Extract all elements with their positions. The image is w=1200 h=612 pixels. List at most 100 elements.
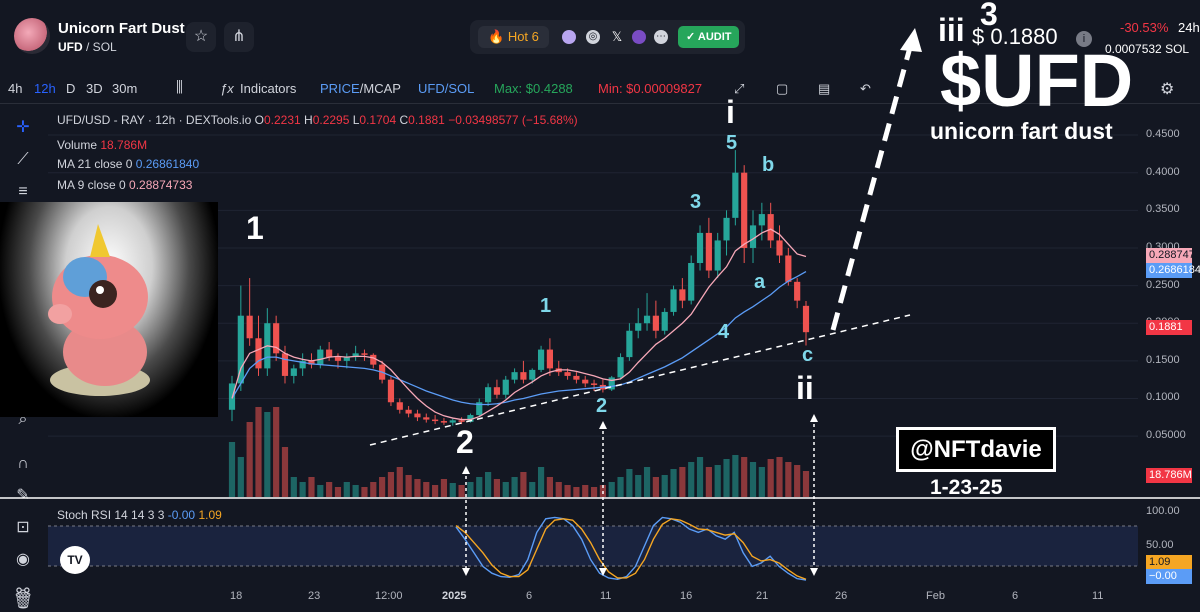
indicators-button[interactable]: Indicators: [240, 81, 297, 96]
volume-bar: [529, 482, 536, 497]
volume-bar: [767, 459, 774, 497]
indicators-icon[interactable]: ƒx: [220, 81, 234, 96]
time-tick-label: 21: [756, 590, 769, 602]
candle-body: [405, 409, 412, 414]
time-tick-label: 16: [680, 590, 693, 602]
audit-badge[interactable]: ✓ AUDIT: [678, 26, 740, 48]
link-icon[interactable]: ⚯: [16, 583, 30, 600]
volume-bar: [476, 477, 483, 497]
time-tick-label: 6: [1012, 590, 1019, 602]
globe-icon[interactable]: ◎: [586, 30, 600, 44]
price-tick-label: 0.1500: [1146, 353, 1180, 366]
tradingview-logo[interactable]: TV: [60, 546, 90, 574]
trash-icon[interactable]: 🗑: [13, 593, 34, 610]
candle-body: [802, 305, 810, 333]
eye-icon[interactable]: ◉: [16, 551, 30, 568]
wave-2-major: 2: [456, 424, 474, 460]
candle-body: [458, 420, 465, 422]
candle-body: [343, 357, 350, 361]
candle-body: [776, 240, 783, 256]
volume-bar: [626, 469, 633, 497]
candle-body: [299, 360, 306, 369]
volume-bar: [741, 457, 748, 497]
pair-toggle[interactable]: UFD/SOL: [418, 81, 475, 96]
candle-body: [767, 214, 774, 241]
volume-bar: [802, 471, 810, 497]
wave-iii: iii: [938, 12, 965, 48]
favorite-star-button[interactable]: ☆: [186, 22, 216, 52]
undo-icon[interactable]: ↶: [860, 81, 871, 96]
camera-icon[interactable]: ▢: [776, 81, 789, 96]
settings-gear-icon[interactable]: ⚙: [1160, 81, 1175, 98]
author-handle: @NFTdavie: [896, 427, 1056, 472]
price-sol-value: 0.0007532: [1105, 42, 1162, 56]
horizontal-lines-icon[interactable]: ≡: [18, 183, 28, 200]
ticker-overlay: $UFD: [940, 39, 1134, 122]
volume-bar: [405, 475, 412, 497]
candle-body: [705, 232, 712, 271]
volume-bar: [696, 457, 704, 497]
time-tick-label: 12:00: [375, 590, 403, 602]
min-price: Min: $0.00009827: [598, 81, 703, 96]
arrow-2b-up: [599, 421, 607, 429]
candle-body: [732, 172, 739, 218]
price-mcap-toggle[interactable]: PRICE/MCAP: [320, 81, 401, 96]
wave-c: c: [802, 344, 814, 366]
drawing-toolbar: ✛ ⟋ ≡ ⌕ ∩ ✎ ⊡ ◉ ⚯ 🗑: [0, 104, 46, 610]
volume-bar: [608, 482, 615, 497]
crosshair-icon[interactable]: ✛: [16, 119, 30, 136]
volume-bar: [361, 487, 368, 497]
candle-body: [696, 232, 704, 264]
timeframe-d[interactable]: D: [66, 81, 76, 96]
timeframe-30m[interactable]: 30m: [112, 81, 138, 96]
volume-bar: [520, 472, 527, 497]
wave-3-minor: 3: [690, 191, 702, 213]
volume-label: Volume: [57, 138, 98, 152]
volume-bar: [352, 485, 359, 497]
x-twitter-icon[interactable]: 𝕏: [611, 29, 623, 44]
token-pair: UFD / SOL: [58, 40, 117, 54]
ma21-value: 0.26861840: [135, 157, 200, 171]
compare-icon[interactable]: ▤: [818, 81, 831, 96]
candle-body: [608, 377, 615, 390]
timeframe-4h[interactable]: 4h: [8, 81, 23, 96]
info-icon[interactable]: i: [1076, 31, 1092, 47]
share-button[interactable]: ⋔: [224, 22, 254, 52]
volume-bar: [511, 477, 518, 497]
wave-i: i: [726, 94, 735, 130]
volume-bar: [590, 487, 598, 497]
candle-body: [529, 369, 536, 380]
volume-bar: [582, 485, 589, 497]
platform-icon[interactable]: [562, 30, 576, 44]
volume-bar: [502, 482, 509, 497]
timeframe-3d[interactable]: 3D: [86, 81, 103, 96]
volume-bar: [458, 485, 465, 497]
candle-type-icon[interactable]: ⫼: [176, 79, 183, 96]
fullscreen-icon[interactable]: ⤢: [734, 81, 745, 96]
lock-icon[interactable]: ⊡: [16, 519, 30, 536]
volume-bar: [370, 482, 377, 497]
volume-bar: [493, 479, 501, 497]
wave-2-minor: 2: [596, 395, 608, 417]
hot-badge[interactable]: 🔥 Hot 6: [478, 26, 549, 48]
volume-bar: [326, 482, 333, 497]
pencil-icon[interactable]: ✎: [16, 487, 30, 504]
volume-bar: [714, 465, 721, 497]
price-sol: 0.0007532 SOL: [1105, 42, 1189, 56]
candle-body: [326, 349, 333, 358]
candle-body: [414, 413, 421, 418]
timeframe-12h[interactable]: 12h: [34, 81, 56, 96]
volume-bar: [758, 467, 765, 497]
chain-icon[interactable]: [632, 30, 646, 44]
change-value: −0.03498577 (−15.68%): [448, 113, 578, 127]
arrow-2-up: [462, 466, 470, 474]
magnet-icon[interactable]: ∩: [17, 455, 29, 472]
candle-body: [370, 354, 377, 365]
arrow-ii-up: [810, 414, 818, 422]
zoom-icon[interactable]: ⌕: [18, 411, 28, 428]
volume-legend: Volume 18.786M: [57, 138, 147, 152]
audit-label: AUDIT: [697, 31, 732, 43]
more-icon[interactable]: ⋯: [654, 30, 668, 44]
trendline-icon[interactable]: ⟋: [17, 151, 29, 168]
